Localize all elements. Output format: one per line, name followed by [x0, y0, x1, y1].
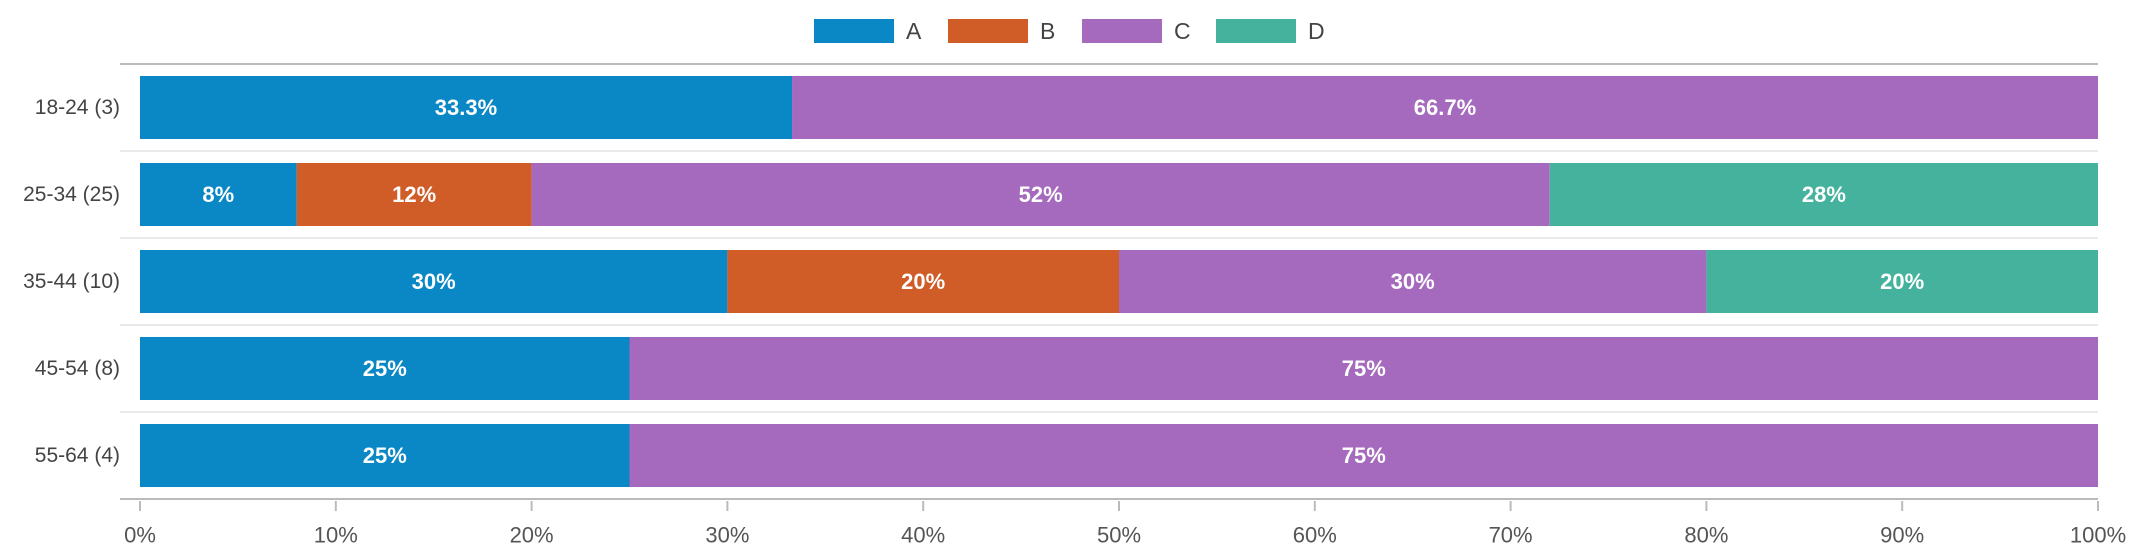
data-label: 52% [1019, 182, 1063, 207]
bar-segment-a [140, 424, 630, 487]
legend-swatch [814, 19, 894, 43]
category-label: 18-24 (3) [35, 96, 120, 119]
legend-swatch [1082, 19, 1162, 43]
bar-segment-c [792, 76, 2099, 139]
bar-segment-a [140, 76, 793, 139]
x-tick-label: 30% [705, 523, 749, 548]
bar-segment-a [140, 337, 630, 400]
bar-row: 30% 20% 30% 20% [140, 250, 2098, 313]
bar-row: 8% 12% 52% 28% [140, 163, 2098, 226]
data-label: 25% [363, 356, 407, 381]
grid [120, 63, 2098, 500]
data-label: 75% [1342, 443, 1386, 468]
data-label: 28% [1802, 182, 1846, 207]
bar-segment-a [140, 250, 728, 313]
data-label: 8% [202, 182, 234, 207]
legend-item-c: C [1082, 18, 1191, 44]
x-tick-label: 50% [1097, 523, 1141, 548]
bar-segment-b [727, 250, 1119, 313]
legend-label: C [1174, 18, 1191, 44]
x-tick-label: 0% [124, 523, 156, 548]
category-label: 55-64 (4) [35, 444, 120, 467]
bars: 33.3% 66.7%8% 12% 52% 28%30% 20% 30% 20%25% 75%2… [140, 76, 2099, 487]
bar-segment-c [531, 163, 1550, 226]
data-label: 12% [392, 182, 436, 207]
data-label: 20% [901, 269, 945, 294]
bar-segment-d [1549, 163, 2098, 226]
legend: A B C D [814, 18, 1325, 44]
category-label: 25-34 (25) [23, 183, 120, 206]
legend-swatch [948, 19, 1028, 43]
legend-item-b: B [948, 18, 1055, 44]
category-label: 45-54 (8) [35, 357, 120, 380]
legend-item-a: A [814, 18, 922, 44]
x-tick-label: 70% [1489, 523, 1533, 548]
bar-segment-d [1706, 250, 2098, 313]
data-label: 30% [1391, 269, 1435, 294]
bar-segment-a [140, 163, 297, 226]
bar-row: 33.3% 66.7% [140, 76, 2099, 139]
data-label: 33.3% [435, 95, 497, 120]
legend-label: B [1040, 18, 1055, 44]
x-axis: 0% 10% 20% 30% 40% 50% 60% 70% 80% 90% 100% [124, 501, 2126, 548]
data-label: 30% [412, 269, 456, 294]
x-tick-label: 100% [2070, 523, 2126, 548]
legend-label: A [906, 18, 922, 44]
data-label: 25% [363, 443, 407, 468]
x-tick-label: 20% [510, 523, 554, 548]
category-labels: 18-24 (3) 25-34 (25) 35-44 (10) 45-54 (8) 55… [23, 96, 120, 467]
x-tick-label: 90% [1880, 523, 1924, 548]
bar-segment-b [296, 163, 532, 226]
bar-segment-c [629, 337, 2098, 400]
x-tick-label: 40% [901, 523, 945, 548]
x-tick-label: 10% [314, 523, 358, 548]
bar-row: 25% 75% [140, 424, 2098, 487]
category-label: 35-44 (10) [23, 270, 120, 293]
x-tick-label: 80% [1684, 523, 1728, 548]
legend-label: D [1308, 18, 1325, 44]
data-label: 20% [1880, 269, 1924, 294]
bar-row: 25% 75% [140, 337, 2098, 400]
legend-swatch [1216, 19, 1296, 43]
data-label: 66.7% [1414, 95, 1476, 120]
data-label: 75% [1342, 356, 1386, 381]
x-tick-label: 60% [1293, 523, 1337, 548]
bar-segment-c [1119, 250, 1707, 313]
bar-segment-c [629, 424, 2098, 487]
legend-item-d: D [1216, 18, 1325, 44]
